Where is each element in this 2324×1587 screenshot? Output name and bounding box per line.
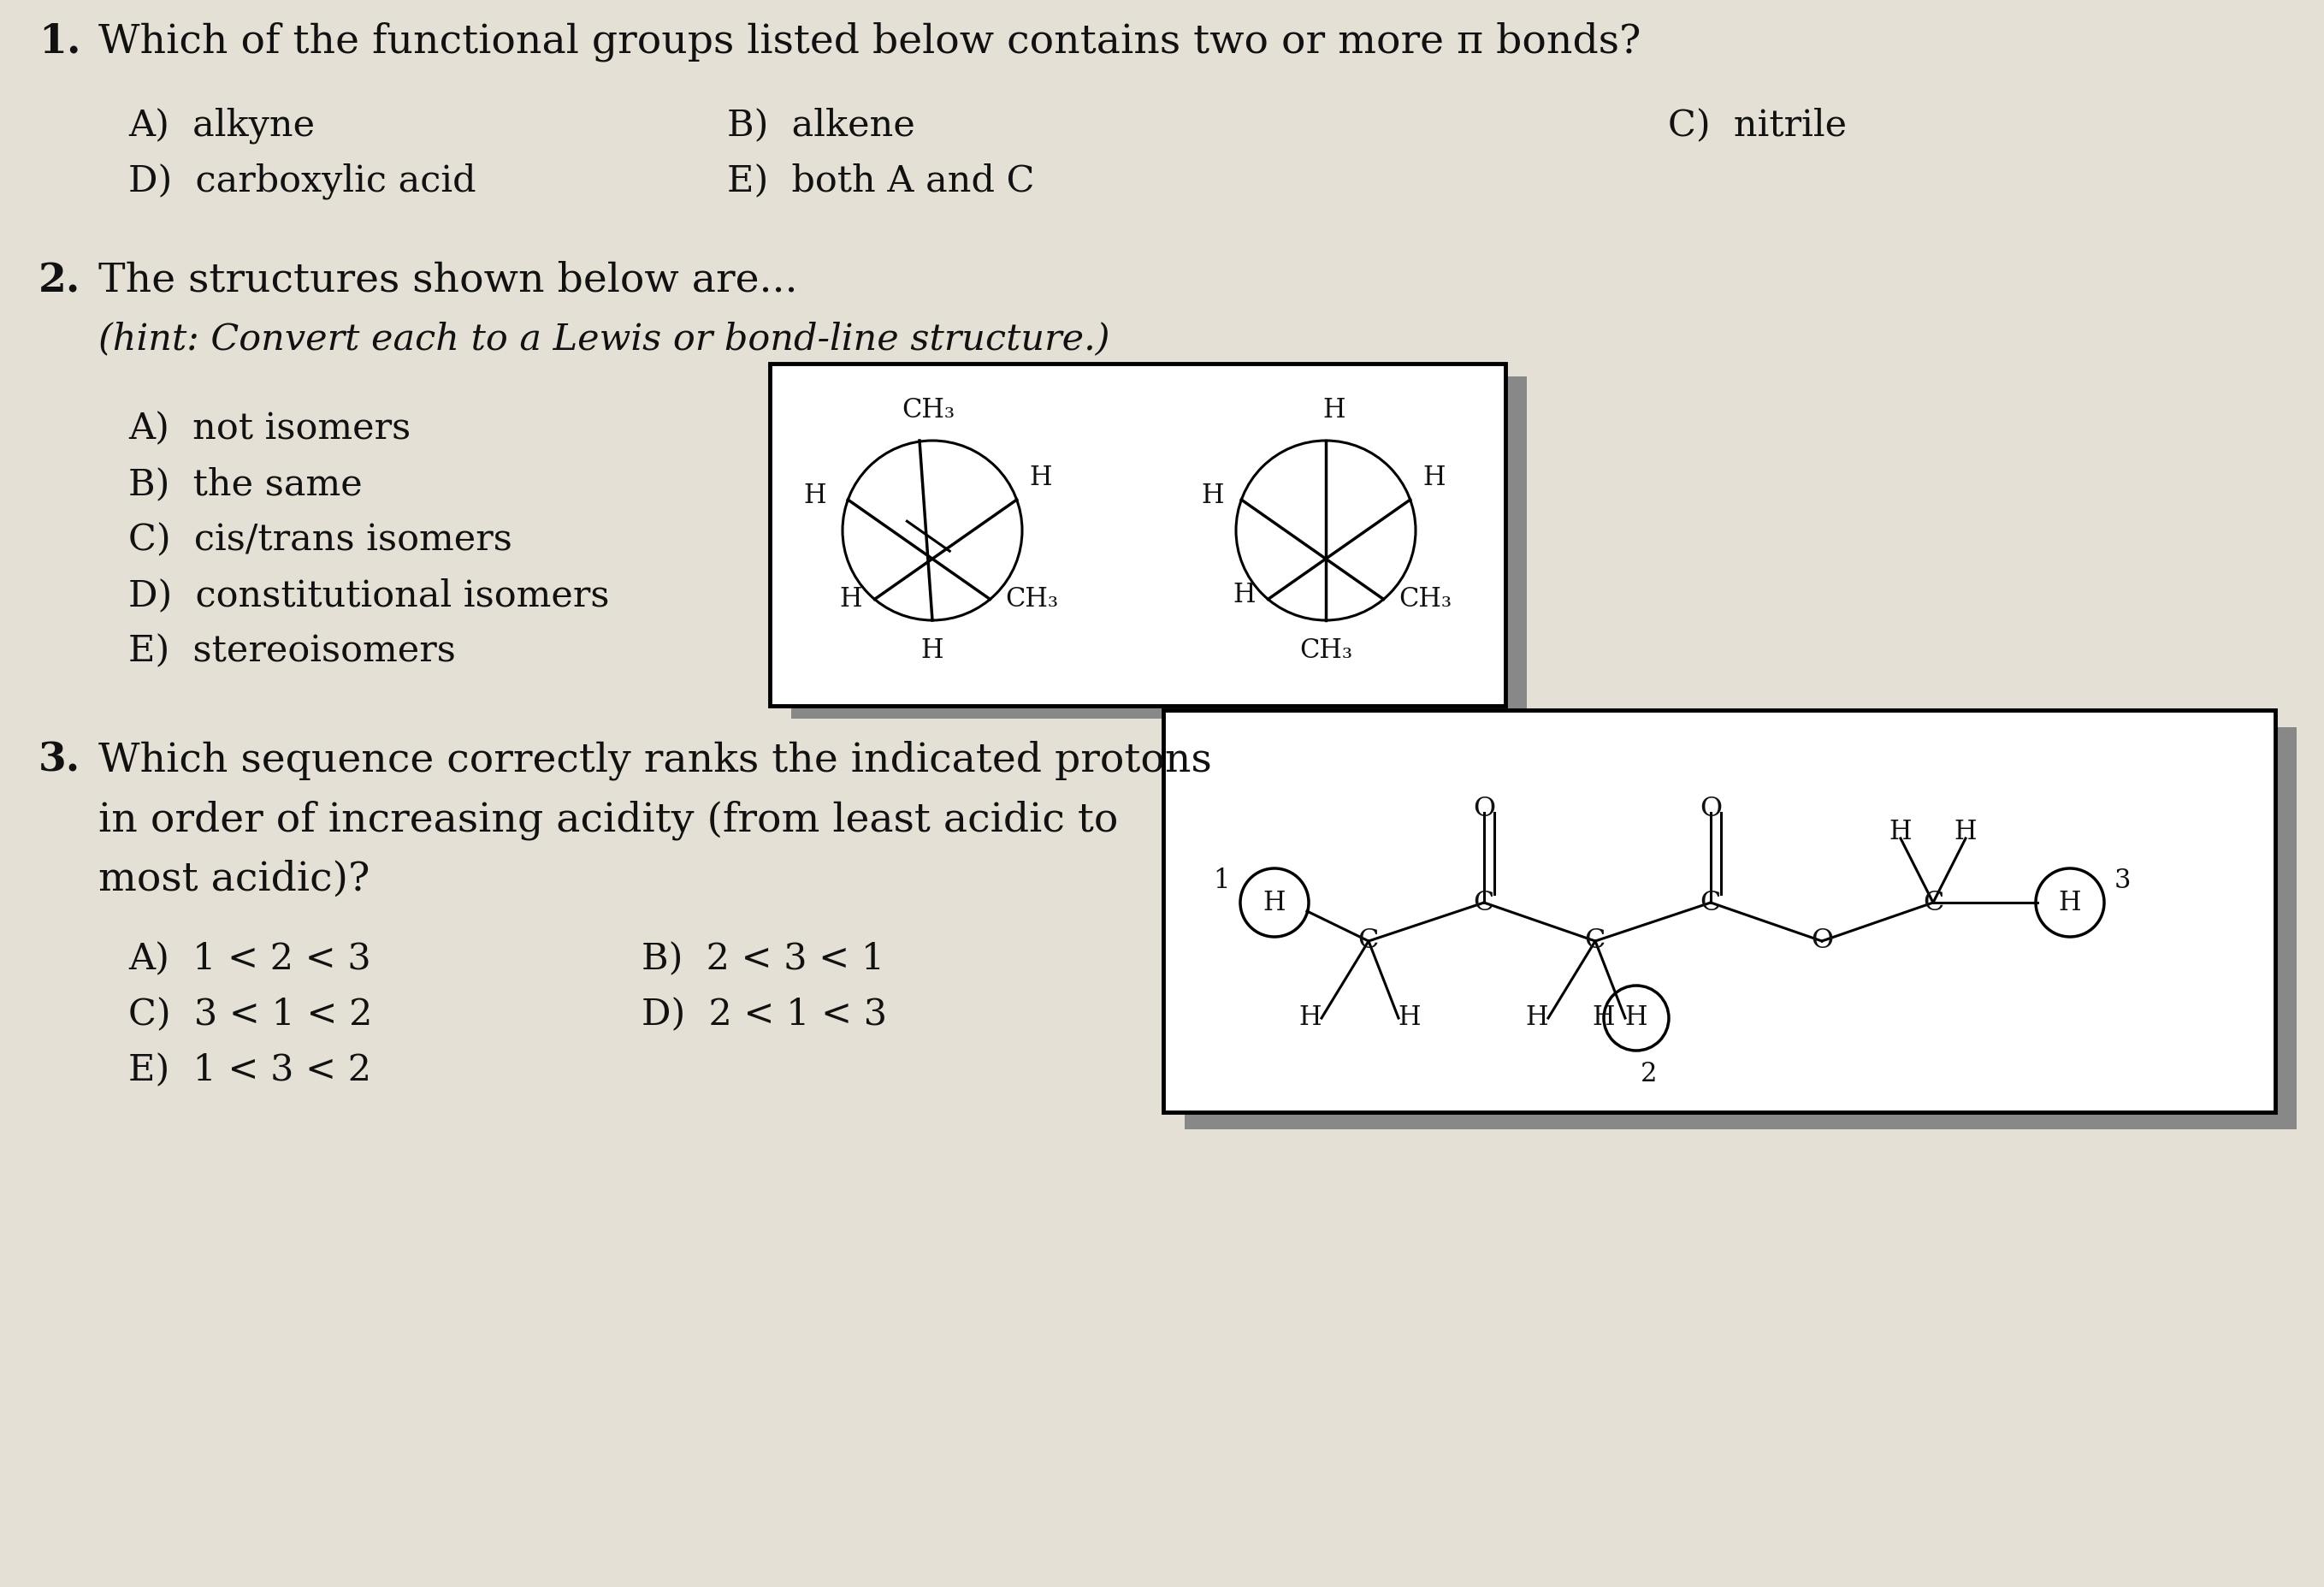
Text: B)  the same: B) the same [128,467,363,501]
Text: 1: 1 [1213,868,1229,895]
Text: A)  1 < 2 < 3: A) 1 < 2 < 3 [128,941,372,978]
Text: H: H [1954,819,1978,844]
Text: O: O [1810,928,1834,954]
Text: C)  3 < 1 < 2: C) 3 < 1 < 2 [128,997,372,1033]
FancyBboxPatch shape [790,376,1527,719]
Text: Which sequence correctly ranks the indicated protons: Which sequence correctly ranks the indic… [98,740,1211,779]
Text: CH₃: CH₃ [1006,586,1060,613]
Text: H: H [1592,1005,1615,1032]
Text: C: C [1473,889,1494,916]
Text: H: H [1889,819,1913,844]
Text: E)  both A and C: E) both A and C [727,162,1034,198]
Text: D)  carboxylic acid: D) carboxylic acid [128,162,476,198]
Text: H: H [1399,1005,1420,1032]
Text: C)  cis/trans isomers: C) cis/trans isomers [128,522,511,557]
Text: (hint: Convert each to a Lewis or bond-line structure.): (hint: Convert each to a Lewis or bond-l… [98,321,1111,357]
Text: A)  not isomers: A) not isomers [128,411,411,446]
Text: E)  1 < 3 < 2: E) 1 < 3 < 2 [128,1052,372,1089]
Text: C: C [1585,928,1606,954]
Text: Which of the functional groups listed below contains two or more π bonds?: Which of the functional groups listed be… [98,21,1641,62]
Text: O: O [1699,795,1722,822]
Text: C: C [1357,928,1378,954]
Text: H: H [1202,482,1225,509]
Text: B)  2 < 3 < 1: B) 2 < 3 < 1 [641,941,885,978]
Text: CH₃: CH₃ [1399,586,1452,613]
Text: CH₃: CH₃ [902,397,955,424]
Text: D)  constitutional isomers: D) constitutional isomers [128,578,609,614]
FancyBboxPatch shape [769,363,1506,706]
Text: H: H [1299,1005,1322,1032]
Text: D)  2 < 1 < 3: D) 2 < 1 < 3 [641,997,888,1033]
Text: H: H [1030,465,1053,490]
Text: CH₃: CH₃ [1299,638,1353,663]
Text: A)  alkyne: A) alkyne [128,106,314,143]
FancyBboxPatch shape [1164,709,2275,1112]
Text: 3.: 3. [40,740,81,779]
Text: H: H [1527,1005,1548,1032]
Text: C: C [1922,889,1943,916]
Text: O: O [1473,795,1494,822]
Text: The structures shown below are...: The structures shown below are... [98,260,797,300]
Text: H: H [1264,889,1285,916]
Text: H: H [804,482,827,509]
Text: in order of increasing acidity (from least acidic to: in order of increasing acidity (from lea… [98,800,1118,840]
Text: H: H [2059,889,2082,916]
Text: most acidic)?: most acidic)? [98,860,370,898]
FancyBboxPatch shape [1185,727,2296,1130]
Text: B)  alkene: B) alkene [727,106,916,143]
Text: H: H [920,638,944,663]
Text: 3: 3 [2115,868,2131,895]
Text: 2: 2 [1641,1060,1657,1087]
Text: 1.: 1. [40,21,81,60]
Text: H: H [1232,582,1255,608]
Text: C)  nitrile: C) nitrile [1669,106,1848,143]
Text: 2.: 2. [40,260,81,300]
Text: H: H [1322,397,1346,424]
Text: C: C [1701,889,1722,916]
Text: H: H [839,586,862,613]
Text: H: H [1624,1005,1648,1032]
Text: E)  stereoisomers: E) stereoisomers [128,633,456,670]
Text: H: H [1422,465,1446,490]
